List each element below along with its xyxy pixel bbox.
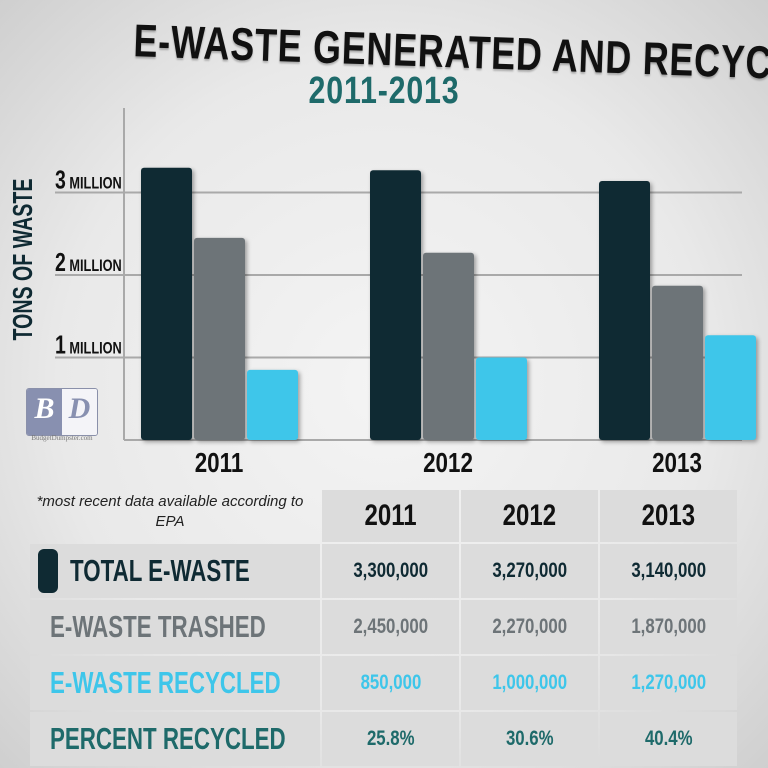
cell-value: 25.8%: [366, 727, 415, 750]
table-cell: 1,870,000: [600, 600, 737, 654]
legend-swatch: [38, 549, 59, 593]
row-label-text: PERCENT RECYCLED: [50, 721, 286, 756]
bar-e-waste-recycled-2012: [476, 357, 527, 440]
table-cell: 30.6%: [461, 712, 598, 766]
table-cell: 1,000,000: [461, 656, 598, 710]
column-header-label: 2013: [641, 499, 696, 532]
table-cell: 3,270,000: [461, 544, 598, 598]
column-header: 2013: [600, 490, 737, 542]
cell-value: 3,300,000: [353, 559, 428, 582]
bar-total-e-waste-2013: [599, 180, 650, 440]
y-tick-label: 3 MILLION: [55, 165, 122, 194]
bar-e-waste-recycled-2013: [705, 335, 756, 440]
cell-value: 3,270,000: [492, 559, 567, 582]
table-cell: 2,450,000: [322, 600, 459, 654]
bar-e-waste-recycled-2011: [247, 369, 298, 440]
cell-value: 850,000: [360, 671, 421, 694]
bar-total-e-waste-2011: [141, 167, 192, 440]
logo-letter-d: D: [62, 389, 97, 435]
bar-chart: 1 MILLION 2 MILLION 3 MILLION 2011 2012 2013: [55, 108, 756, 479]
y-tick-label: 2 MILLION: [55, 247, 122, 276]
row-label: E-WASTE RECYCLED: [30, 656, 320, 710]
cell-value: 2,450,000: [353, 615, 428, 638]
bar-e-waste-trashed-2011: [194, 237, 245, 440]
row-label-text: E-WASTE TRASHED: [50, 609, 266, 644]
row-label: PERCENT RECYCLED: [30, 712, 320, 766]
bar-e-waste-trashed-2013: [652, 285, 703, 440]
bar-total-e-waste-2012: [370, 170, 421, 440]
cell-value: 1,870,000: [631, 615, 706, 638]
logo-caption: BudgetDumpster.com: [31, 434, 93, 442]
row-label: TOTAL E-WASTE: [30, 544, 320, 598]
table-cell: 2,270,000: [461, 600, 598, 654]
bar-e-waste-trashed-2012: [423, 252, 474, 440]
table-cell: 3,140,000: [600, 544, 737, 598]
x-tick-label: 2013: [652, 448, 702, 479]
column-header: 2011: [322, 490, 459, 542]
row-label-text: TOTAL E-WASTE: [70, 553, 251, 588]
row-label-text: E-WASTE RECYCLED: [50, 665, 281, 700]
x-tick-label: 2011: [195, 448, 244, 479]
table-cell: 40.4%: [600, 712, 737, 766]
cell-value: 2,270,000: [492, 615, 567, 638]
column-header: 2012: [461, 490, 598, 542]
table-cell: 3,300,000: [322, 544, 459, 598]
table-cell: 25.8%: [322, 712, 459, 766]
chart-subtitle: 2011-2013: [308, 70, 460, 112]
cell-value: 40.4%: [644, 727, 693, 750]
budget-dumpster-logo: B D: [26, 388, 98, 436]
cell-value: 1,000,000: [492, 671, 567, 694]
table-cell: 1,270,000: [600, 656, 737, 710]
column-header-label: 2011: [364, 499, 417, 532]
logo-letter-b: B: [27, 389, 62, 435]
row-label: E-WASTE TRASHED: [30, 600, 320, 654]
cell-value: 1,270,000: [631, 671, 706, 694]
column-header-label: 2012: [502, 499, 557, 532]
cell-value: 3,140,000: [631, 559, 706, 582]
y-tick-label: 1 MILLION: [55, 330, 122, 359]
table-cell: 850,000: [322, 656, 459, 710]
data-note: *most recent data available according to…: [36, 493, 304, 530]
x-tick-label: 2012: [423, 448, 473, 479]
cell-value: 30.6%: [505, 727, 554, 750]
